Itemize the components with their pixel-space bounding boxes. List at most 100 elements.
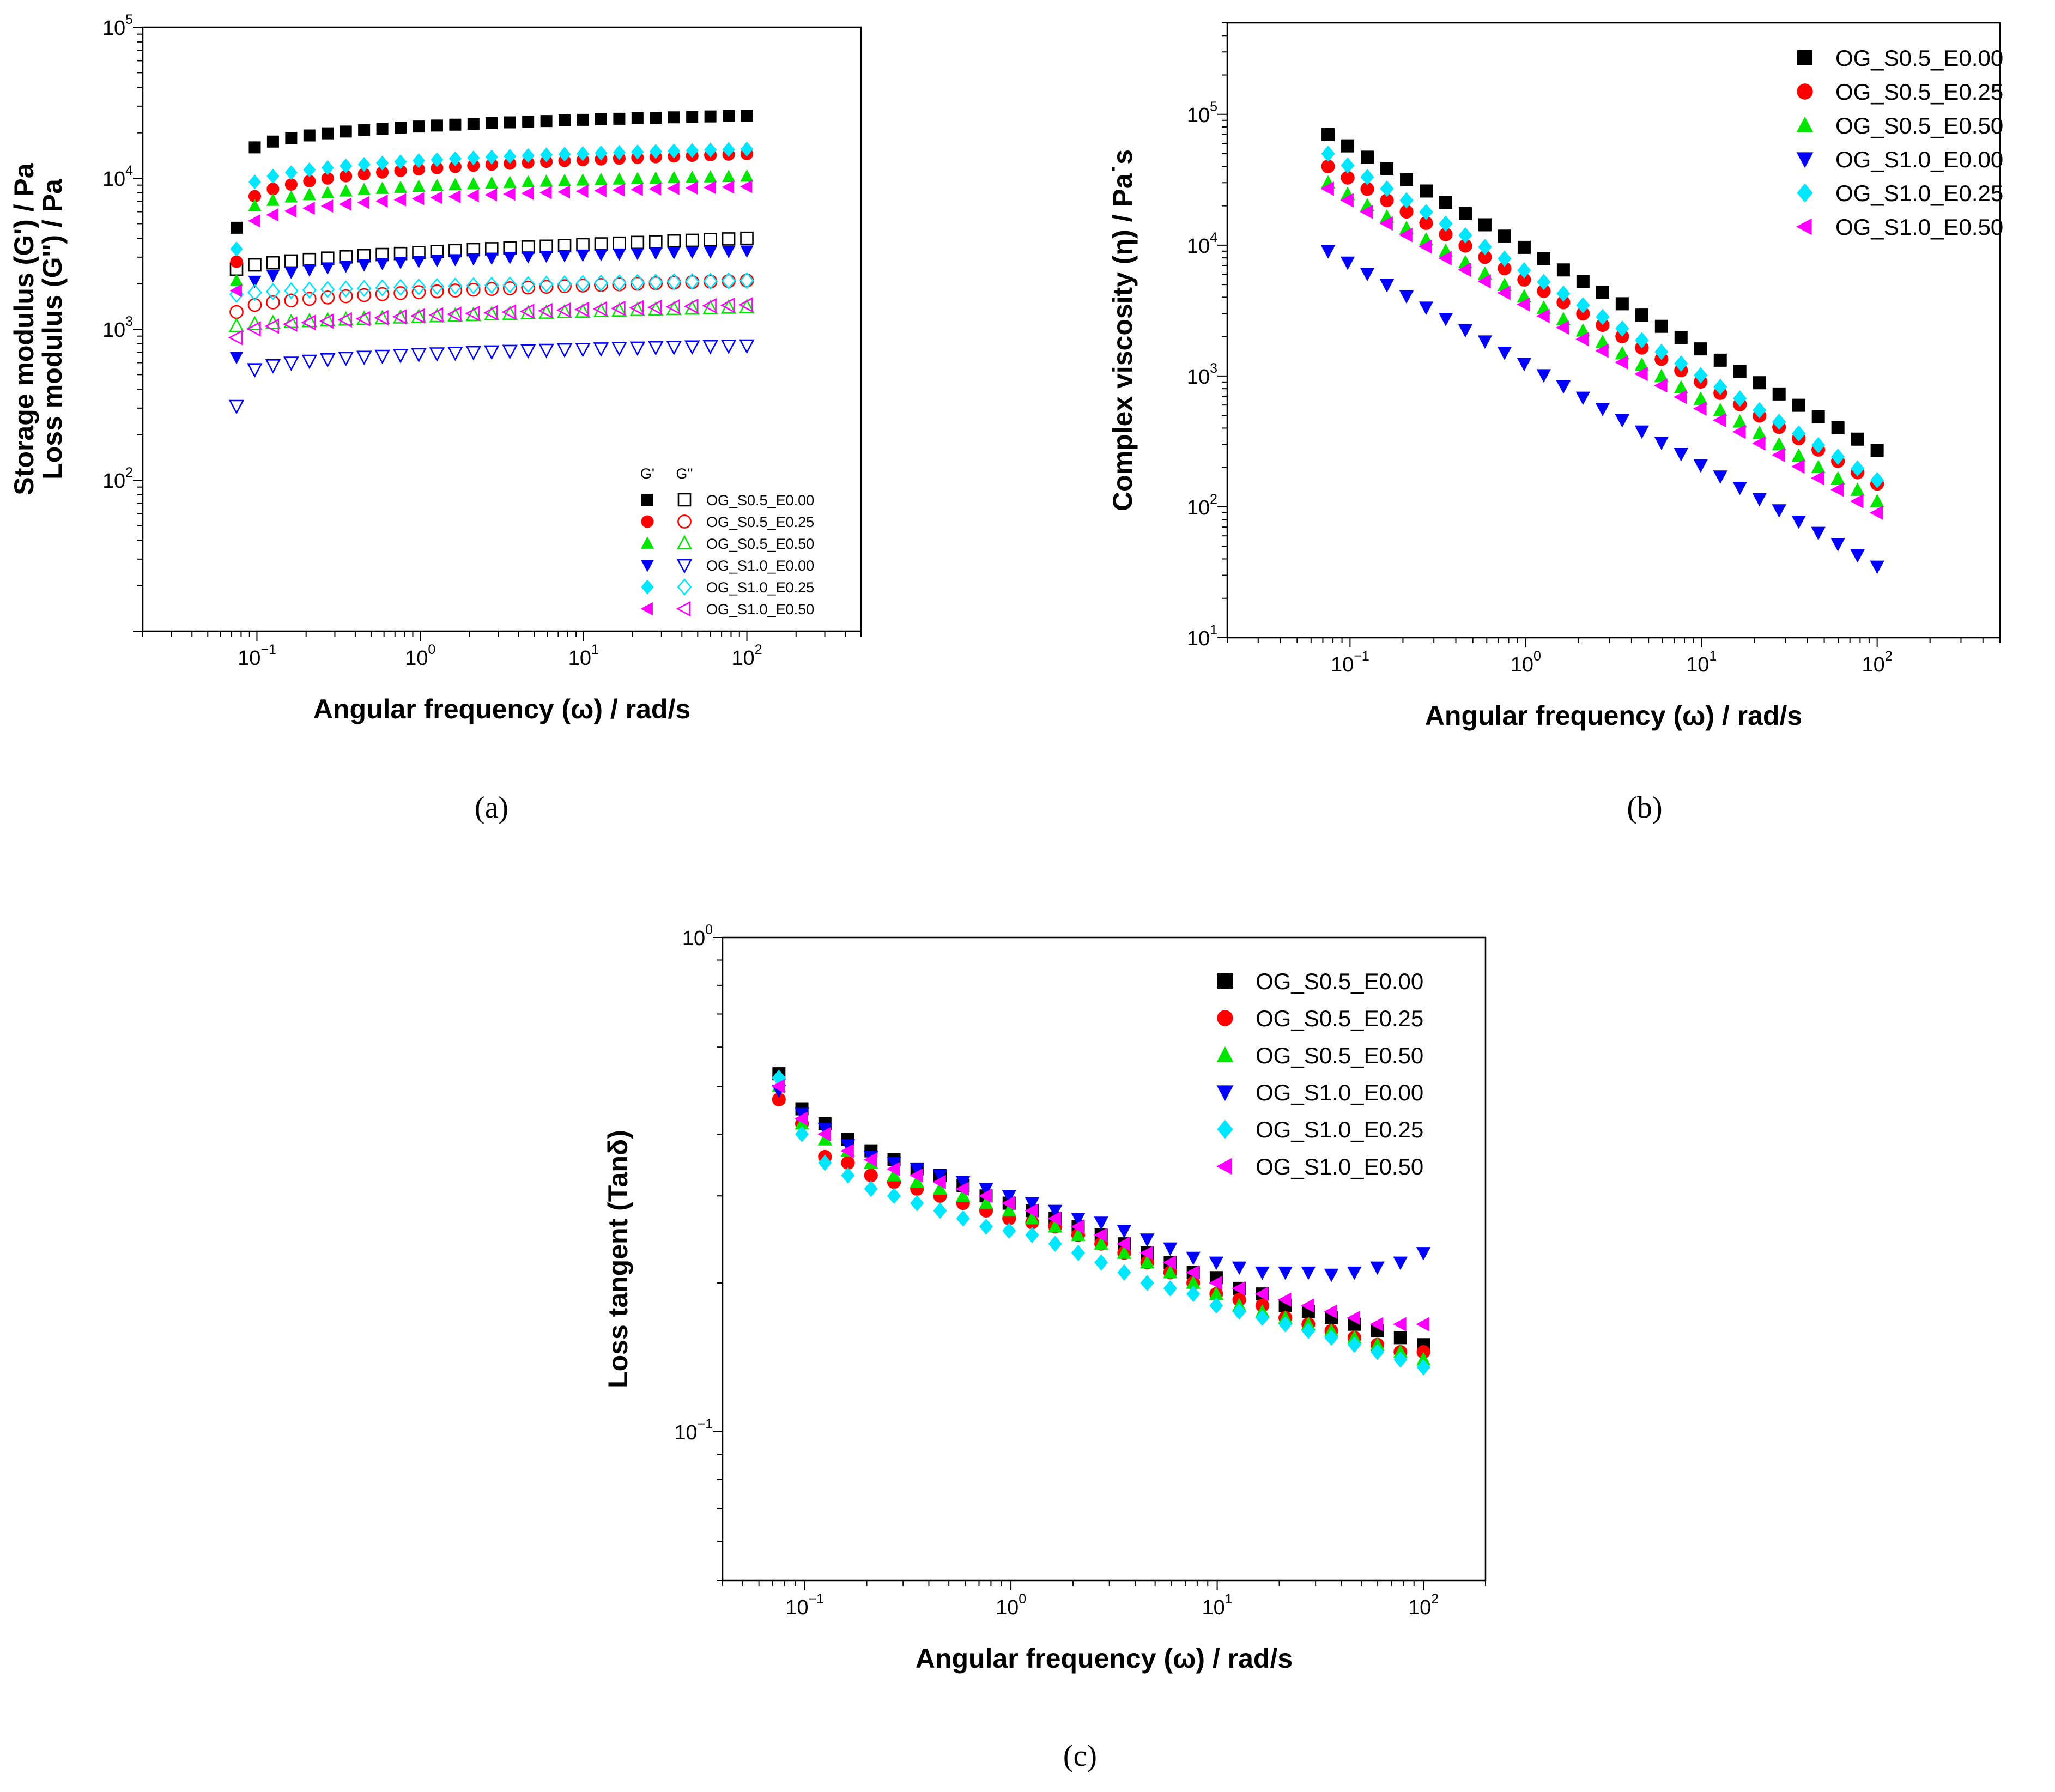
data-point [840,1139,856,1153]
legend-marker [1217,1010,1233,1026]
data-point [340,169,353,183]
data-point [795,1125,809,1142]
data-point [1851,460,1865,477]
data-point [740,169,754,182]
data-point [1070,1219,1084,1234]
data-point [1654,368,1669,383]
data-point [1254,1286,1269,1301]
data-point [1595,403,1610,416]
data-point [722,274,736,288]
data-point [338,280,353,298]
y-tick-label: 101 [1187,622,1217,650]
legend-marker [641,515,654,528]
data-point [1576,274,1590,288]
data-point [247,363,263,378]
data-point [303,162,316,178]
x-tick-label: 101 [568,642,599,670]
data-point [1163,1280,1178,1297]
data-point [649,247,663,260]
data-point [411,192,425,205]
data-point [1324,1329,1338,1346]
data-point [863,1152,877,1167]
data-point [1117,1264,1131,1281]
data-point [467,159,480,172]
data-point [1341,171,1355,185]
data-point [1733,365,1747,378]
data-point [539,275,554,293]
data-point [502,276,517,294]
data-point [1370,1261,1385,1275]
data-point [1732,481,1747,495]
data-point [448,244,462,258]
data-point [247,298,262,312]
data-point [1093,1227,1107,1243]
data-point [1615,346,1630,360]
data-point [1360,182,1374,196]
data-point [465,346,482,361]
legend-marker [677,514,692,529]
legend-marker [1217,973,1233,989]
data-point [1340,193,1354,208]
x-tick-label: 100 [405,642,435,670]
legend-marker [640,560,654,572]
data-point [284,190,298,203]
data-point [503,252,517,264]
y-axis-title: Storage modulus (G') / Pa [9,162,39,495]
data-point [248,190,262,203]
legend-label: OG_S1.0_E0.00 [1835,147,2003,172]
data-point [466,253,480,266]
data-point [285,132,298,144]
data-point [1278,1266,1293,1280]
data-point [522,251,535,264]
legend-label: OG_S1.0_E0.50 [706,601,814,617]
data-point [1537,252,1550,265]
data-point [448,190,461,203]
data-point [1094,1254,1108,1271]
data-point [303,174,316,187]
data-point [648,273,663,291]
data-point [357,249,371,263]
data-point [1340,256,1355,270]
data-point [395,122,407,134]
data-point [577,113,589,126]
data-point [430,178,444,191]
data-point [485,176,499,189]
data-point [648,341,664,356]
data-point [302,187,316,201]
x-axis-title: Angular frequency (ω) / rad/s [916,1643,1293,1674]
data-point [1117,1225,1132,1239]
data-point [1320,181,1334,196]
legend-marker [640,602,653,616]
y-tick-label: 104 [1187,230,1217,258]
data-point [431,152,444,167]
data-point [430,245,444,258]
data-point [284,293,299,308]
data-point [266,193,280,206]
data-point [1209,1297,1223,1314]
data-point [1811,437,1826,453]
data-point [466,243,481,257]
data-point [1517,358,1532,372]
data-point [1438,313,1453,326]
data-point [1117,1236,1130,1251]
data-point [739,180,753,193]
data-point [520,305,536,319]
data-point [448,160,462,173]
data-point [1870,471,1884,488]
data-point [1497,346,1512,360]
data-point [1232,1303,1246,1320]
data-point [431,161,444,174]
data-point [613,249,626,261]
data-point [1321,128,1335,141]
data-point [447,346,463,361]
data-point [448,178,462,190]
data-point [411,308,427,323]
data-point [1478,250,1492,264]
data-point [932,1181,948,1195]
data-point [504,148,517,164]
data-point [1478,218,1492,232]
data-point [320,290,335,305]
data-point [392,308,407,325]
legend-marker [641,579,654,595]
data-point [1341,139,1355,153]
